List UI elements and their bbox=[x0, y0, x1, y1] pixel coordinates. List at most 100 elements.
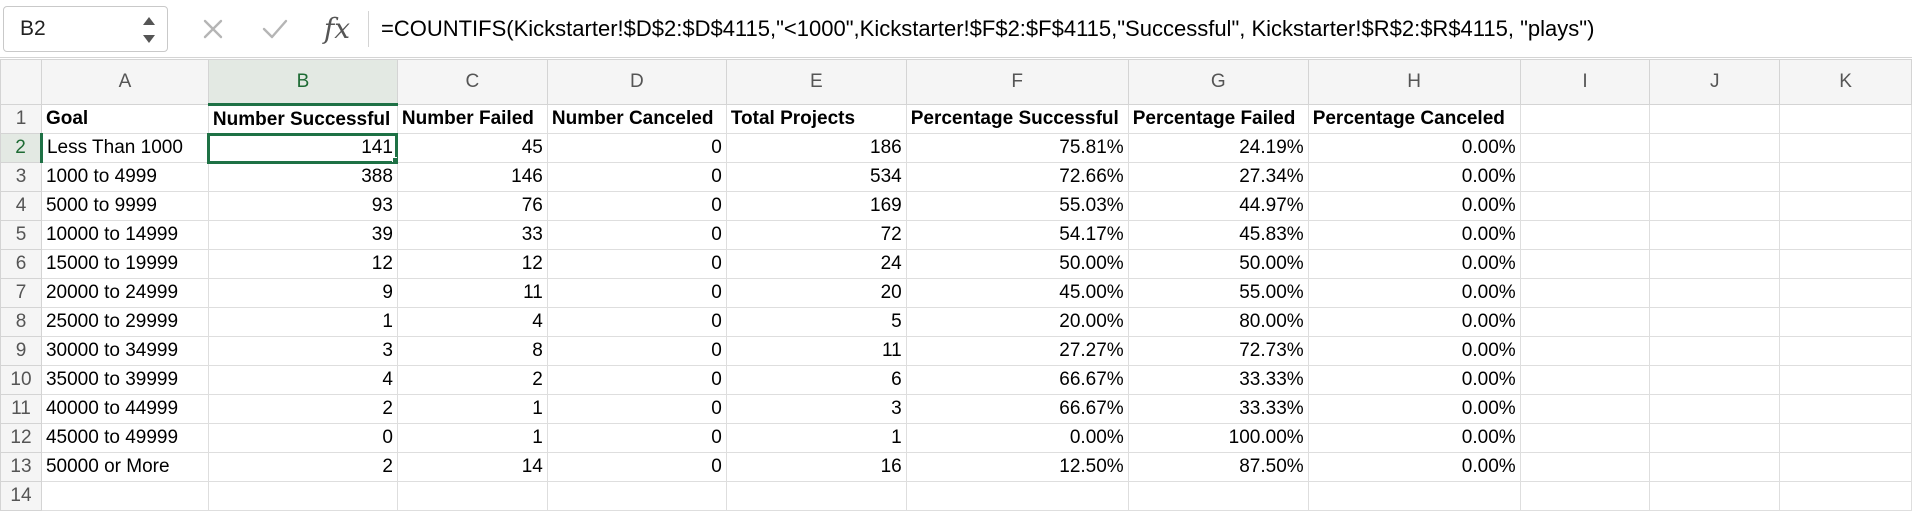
row-header-11[interactable]: 11 bbox=[0, 394, 42, 424]
row-header-8[interactable]: 8 bbox=[0, 307, 42, 337]
cell-c11[interactable]: 1 bbox=[396, 394, 548, 424]
cell-a11[interactable]: 40000 to 44999 bbox=[40, 394, 209, 424]
cell-a14[interactable] bbox=[40, 481, 209, 511]
cell-c2[interactable]: 45 bbox=[396, 133, 548, 163]
cell-i4[interactable] bbox=[1519, 191, 1651, 221]
cell-d3[interactable]: 0 bbox=[546, 162, 727, 192]
cell-g1[interactable]: Percentage Failed bbox=[1127, 104, 1309, 134]
cell-i11[interactable] bbox=[1519, 394, 1651, 424]
cell-a8[interactable]: 25000 to 29999 bbox=[40, 307, 209, 337]
name-box[interactable]: B2 bbox=[3, 5, 168, 52]
column-header-g[interactable]: G bbox=[1127, 59, 1309, 105]
cell-b13[interactable]: 2 bbox=[207, 452, 398, 482]
cell-b3[interactable]: 388 bbox=[207, 162, 398, 192]
cell-g7[interactable]: 55.00% bbox=[1127, 278, 1309, 308]
cell-c8[interactable]: 4 bbox=[396, 307, 548, 337]
row-header-6[interactable]: 6 bbox=[0, 249, 42, 279]
cell-a13[interactable]: 50000 or More bbox=[40, 452, 209, 482]
cell-c10[interactable]: 2 bbox=[396, 365, 548, 395]
cell-d6[interactable]: 0 bbox=[546, 249, 727, 279]
cell-i7[interactable] bbox=[1519, 278, 1651, 308]
cell-a6[interactable]: 15000 to 19999 bbox=[40, 249, 209, 279]
cell-k7[interactable] bbox=[1779, 278, 1912, 308]
cell-b2[interactable]: 141 bbox=[207, 132, 399, 164]
cell-k1[interactable] bbox=[1779, 104, 1912, 134]
cell-f10[interactable]: 66.67% bbox=[905, 365, 1129, 395]
cell-d13[interactable]: 0 bbox=[546, 452, 727, 482]
cell-k2[interactable] bbox=[1779, 133, 1912, 163]
cell-k13[interactable] bbox=[1779, 452, 1912, 482]
cell-i12[interactable] bbox=[1519, 423, 1651, 453]
cell-e6[interactable]: 24 bbox=[725, 249, 907, 279]
cell-c3[interactable]: 146 bbox=[396, 162, 548, 192]
cell-k14[interactable] bbox=[1779, 481, 1912, 511]
column-header-d[interactable]: D bbox=[546, 59, 727, 105]
cell-j12[interactable] bbox=[1649, 423, 1781, 453]
cell-f5[interactable]: 54.17% bbox=[905, 220, 1129, 250]
cell-k11[interactable] bbox=[1779, 394, 1912, 424]
cell-a12[interactable]: 45000 to 49999 bbox=[40, 423, 209, 453]
cancel-icon[interactable] bbox=[196, 12, 230, 46]
row-header-9[interactable]: 9 bbox=[0, 336, 42, 366]
cell-d1[interactable]: Number Canceled bbox=[546, 104, 727, 134]
cell-i8[interactable] bbox=[1519, 307, 1651, 337]
cell-e1[interactable]: Total Projects bbox=[725, 104, 907, 134]
cell-a3[interactable]: 1000 to 4999 bbox=[40, 162, 209, 192]
cell-e5[interactable]: 72 bbox=[725, 220, 907, 250]
cell-c1[interactable]: Number Failed bbox=[396, 104, 548, 134]
cell-h1[interactable]: Percentage Canceled bbox=[1307, 104, 1521, 134]
cell-c4[interactable]: 76 bbox=[396, 191, 548, 221]
cell-b7[interactable]: 9 bbox=[207, 278, 398, 308]
cell-g6[interactable]: 50.00% bbox=[1127, 249, 1309, 279]
cell-g13[interactable]: 87.50% bbox=[1127, 452, 1309, 482]
cell-k4[interactable] bbox=[1779, 191, 1912, 221]
cell-a2[interactable]: Less Than 1000 bbox=[40, 133, 209, 163]
column-header-c[interactable]: C bbox=[396, 59, 548, 105]
column-header-b[interactable]: B bbox=[207, 59, 398, 106]
cell-a7[interactable]: 20000 to 24999 bbox=[40, 278, 209, 308]
cell-d8[interactable]: 0 bbox=[546, 307, 727, 337]
cell-e10[interactable]: 6 bbox=[725, 365, 907, 395]
cell-b1[interactable]: Number Successful bbox=[207, 104, 398, 134]
cell-c7[interactable]: 11 bbox=[396, 278, 548, 308]
cell-b8[interactable]: 1 bbox=[207, 307, 398, 337]
cell-h5[interactable]: 0.00% bbox=[1307, 220, 1521, 250]
cell-j6[interactable] bbox=[1649, 249, 1781, 279]
cell-e11[interactable]: 3 bbox=[725, 394, 907, 424]
name-box-stepper-icon[interactable] bbox=[141, 13, 157, 47]
cell-b5[interactable]: 39 bbox=[207, 220, 398, 250]
row-header-5[interactable]: 5 bbox=[0, 220, 42, 250]
cell-c12[interactable]: 1 bbox=[396, 423, 548, 453]
cell-g2[interactable]: 24.19% bbox=[1127, 133, 1309, 163]
cell-g12[interactable]: 100.00% bbox=[1127, 423, 1309, 453]
cell-j1[interactable] bbox=[1649, 104, 1781, 134]
cell-h6[interactable]: 0.00% bbox=[1307, 249, 1521, 279]
cell-k9[interactable] bbox=[1779, 336, 1912, 366]
cell-f14[interactable] bbox=[905, 481, 1129, 511]
cell-k5[interactable] bbox=[1779, 220, 1912, 250]
cell-h10[interactable]: 0.00% bbox=[1307, 365, 1521, 395]
cell-j4[interactable] bbox=[1649, 191, 1781, 221]
cell-f3[interactable]: 72.66% bbox=[905, 162, 1129, 192]
cell-j8[interactable] bbox=[1649, 307, 1781, 337]
cell-g10[interactable]: 33.33% bbox=[1127, 365, 1309, 395]
cell-k8[interactable] bbox=[1779, 307, 1912, 337]
cell-i1[interactable] bbox=[1519, 104, 1651, 134]
cell-b6[interactable]: 12 bbox=[207, 249, 398, 279]
column-header-k[interactable]: K bbox=[1779, 59, 1912, 105]
column-header-i[interactable]: I bbox=[1519, 59, 1651, 105]
cell-i10[interactable] bbox=[1519, 365, 1651, 395]
cell-i5[interactable] bbox=[1519, 220, 1651, 250]
cell-e14[interactable] bbox=[725, 481, 907, 511]
cell-a10[interactable]: 35000 to 39999 bbox=[40, 365, 209, 395]
cell-h4[interactable]: 0.00% bbox=[1307, 191, 1521, 221]
row-header-12[interactable]: 12 bbox=[0, 423, 42, 453]
cell-i2[interactable] bbox=[1519, 133, 1651, 163]
row-header-2[interactable]: 2 bbox=[0, 133, 43, 163]
column-header-a[interactable]: A bbox=[40, 59, 209, 105]
cell-d12[interactable]: 0 bbox=[546, 423, 727, 453]
confirm-check-icon[interactable] bbox=[258, 12, 292, 46]
column-header-j[interactable]: J bbox=[1649, 59, 1781, 105]
row-header-3[interactable]: 3 bbox=[0, 162, 42, 192]
cell-h8[interactable]: 0.00% bbox=[1307, 307, 1521, 337]
